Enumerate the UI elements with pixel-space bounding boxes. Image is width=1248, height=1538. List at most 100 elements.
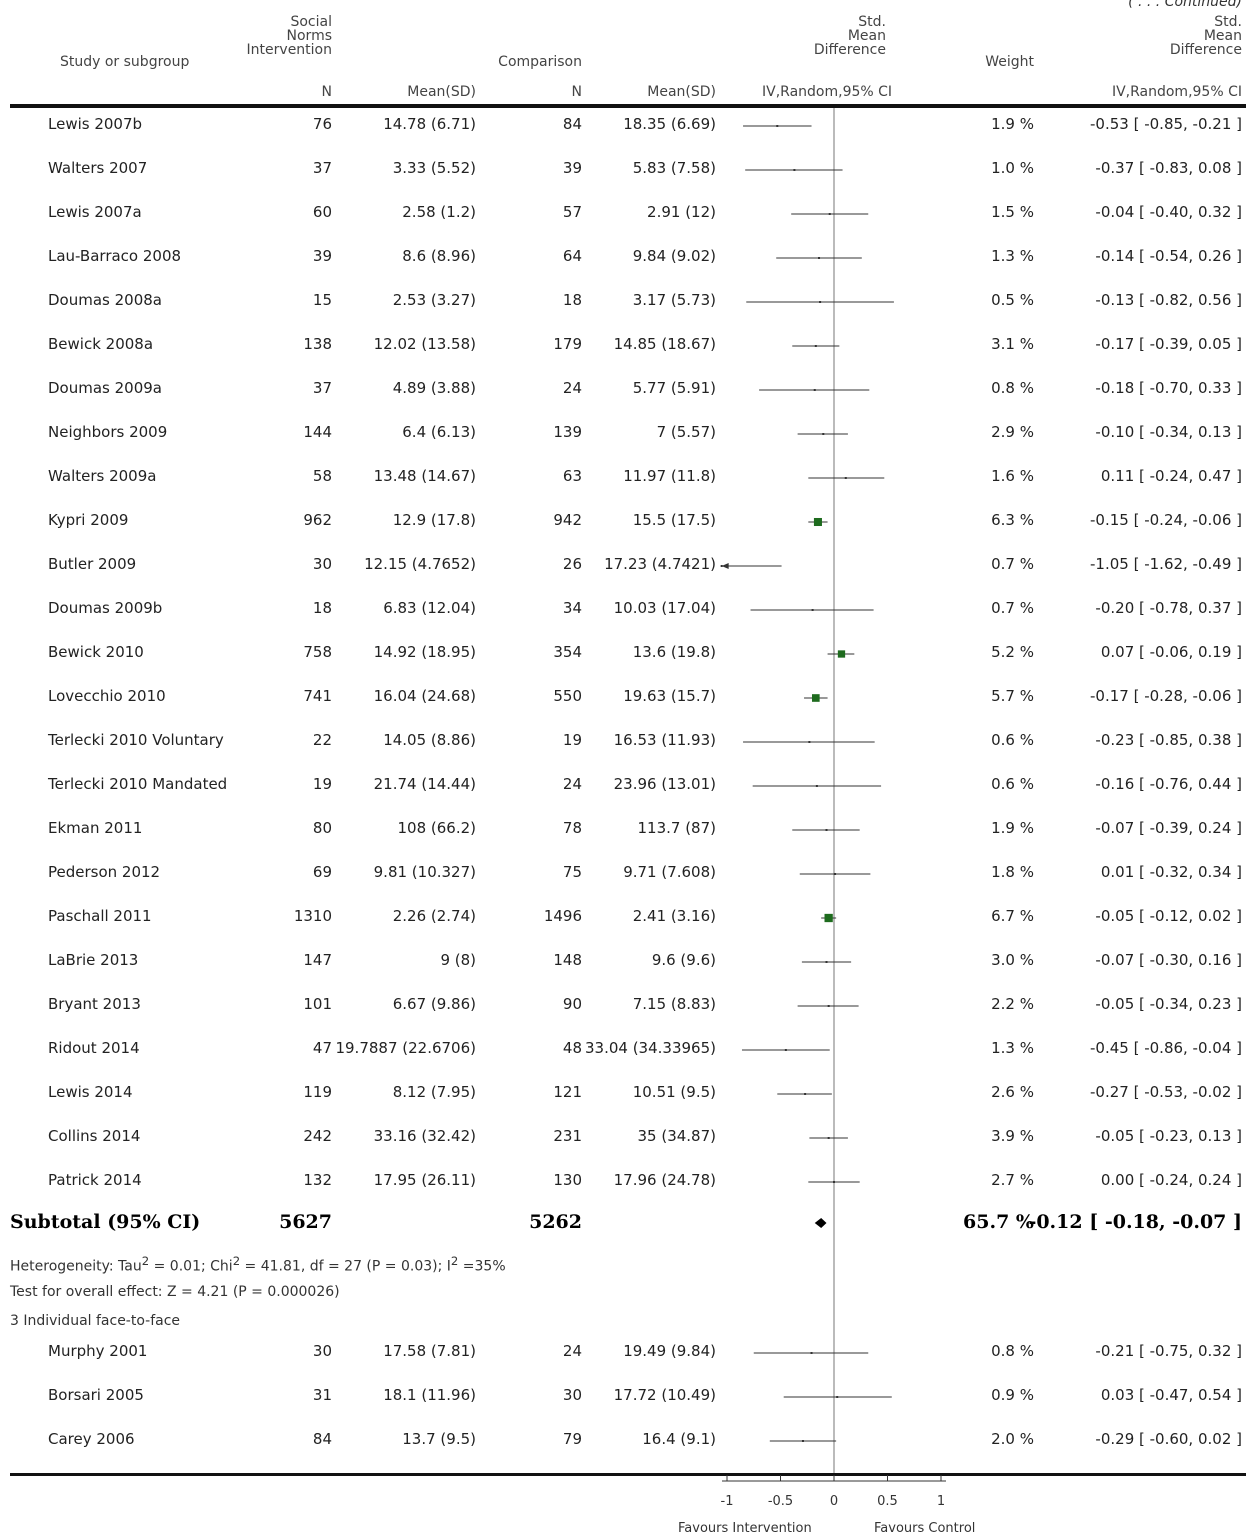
intervention-n: 76 [312,115,332,133]
intervention-mean-sd: 6.83 (12.04) [383,599,476,617]
study-name: Butler 2009 [48,555,137,573]
intervention-n: 144 [303,423,332,441]
study-weight: 6.7 % [991,907,1034,925]
intervention-mean-sd: 4.89 (3.88) [392,379,476,397]
study-name: Paschall 2011 [48,907,152,925]
study-weight: 3.1 % [991,335,1034,353]
comparison-n: 48 [562,1039,582,1057]
study-ci: -0.05 [ -0.12, 0.02 ] [1095,907,1242,925]
header-smd-1: Std. [858,14,886,30]
effect-marker [813,389,816,391]
favours-control-label: Favours Control [874,1521,976,1536]
continued-note: ( . . . Continued) [1128,0,1242,10]
study-weight: 0.8 % [991,1342,1034,1360]
comparison-mean-sd: 14.85 (18.67) [613,335,716,353]
group3-label: 3 Individual face-to-face [10,1313,181,1329]
footer-rule [10,1473,1246,1476]
study-weight: 1.9 % [991,819,1034,837]
subtotal-ci: -0.12 [ -0.18, -0.07 ] [1028,1211,1242,1233]
study-ci: 0.11 [ -0.24, 0.47 ] [1100,467,1242,485]
study-weight: 3.0 % [991,951,1034,969]
intervention-n: 132 [303,1171,332,1189]
study-ci: -0.17 [ -0.28, -0.06 ] [1090,687,1242,705]
intervention-mean-sd: 16.04 (24.68) [373,687,476,705]
intervention-mean-sd: 9.81 (10.327) [373,863,476,881]
comparison-n: 19 [562,731,582,749]
study-name: Collins 2014 [48,1127,141,1145]
header-method2: IV,Random,95% CI [1111,84,1242,100]
header-smd2-3: Difference [1169,42,1242,58]
study-name: Doumas 2009b [48,599,163,617]
comparison-n: 26 [562,555,582,573]
header-si-3: Intervention [246,42,332,58]
header-comparison: Comparison [498,54,582,70]
study-ci: -0.21 [ -0.75, 0.32 ] [1095,1342,1242,1360]
x-tick-label: -0.5 [767,1494,794,1509]
study-ci: -0.07 [ -0.39, 0.24 ] [1095,819,1242,837]
intervention-mean-sd: 14.78 (6.71) [383,115,476,133]
study-weight: 0.8 % [991,379,1034,397]
study-name: Carey 2006 [48,1430,135,1448]
intervention-mean-sd: 8.6 (8.96) [402,247,476,265]
study-name: Ekman 2011 [48,819,143,837]
effect-marker [834,873,837,875]
effect-marker [824,913,833,923]
comparison-mean-sd: 13.6 (19.8) [632,643,716,661]
intervention-n: 741 [303,687,332,705]
intervention-n: 15 [312,291,332,309]
intervention-n: 31 [312,1386,332,1404]
effect-marker [804,1093,807,1095]
intervention-mean-sd: 17.58 (7.81) [383,1342,476,1360]
intervention-n: 147 [303,951,332,969]
intervention-n: 80 [312,819,332,837]
comparison-mean-sd: 16.4 (9.1) [642,1430,716,1448]
header-n2: N [571,84,582,100]
heterogeneity-text: Heterogeneity: Tau2 = 0.01; Chi2 = 41.81… [10,1254,506,1275]
comparison-mean-sd: 23.96 (13.01) [613,775,716,793]
comparison-n: 130 [553,1171,582,1189]
study-name: Doumas 2009a [48,379,162,397]
comparison-mean-sd: 10.51 (9.5) [632,1083,716,1101]
effect-marker [822,433,825,435]
header-method: IV,Random,95% CI [762,84,893,100]
study-weight: 2.0 % [991,1430,1034,1448]
study-ci: -0.17 [ -0.39, 0.05 ] [1095,335,1242,353]
study-ci: -0.05 [ -0.23, 0.13 ] [1095,1127,1242,1145]
study-name: Walters 2007 [48,159,148,177]
effect-marker [836,1396,839,1398]
comparison-n: 57 [562,203,582,221]
intervention-mean-sd: 9 (8) [440,951,476,969]
intervention-n: 30 [312,555,332,573]
comparison-mean-sd: 113.7 (87) [637,819,716,837]
study-ci: -0.23 [ -0.85, 0.38 ] [1095,731,1242,749]
intervention-mean-sd: 12.02 (13.58) [373,335,476,353]
header-smd2-2: Mean [1203,28,1242,44]
comparison-mean-sd: 9.6 (9.6) [651,951,716,969]
study-weight: 1.6 % [991,467,1034,485]
comparison-mean-sd: 19.49 (9.84) [623,1342,716,1360]
intervention-mean-sd: 19.7887 (22.6706) [335,1039,476,1057]
study-weight: 1.5 % [991,203,1034,221]
effect-marker [833,1181,835,1183]
header-smd2-1: Std. [1214,14,1242,30]
study-weight: 1.9 % [991,115,1034,133]
study-ci: -0.18 [ -0.70, 0.33 ] [1095,379,1242,397]
intervention-n: 60 [312,203,332,221]
header-study: Study or subgroup [60,54,190,70]
intervention-n: 962 [303,511,332,529]
study-ci: -0.16 [ -0.76, 0.44 ] [1095,775,1242,793]
study-ci: -0.14 [ -0.54, 0.26 ] [1095,247,1242,265]
comparison-mean-sd: 3.17 (5.73) [632,291,716,309]
effect-marker [827,1137,830,1139]
study-weight: 1.0 % [991,159,1034,177]
comparison-n: 79 [562,1430,582,1448]
intervention-n: 101 [303,995,332,1013]
intervention-n: 30 [312,1342,332,1360]
study-name: Borsari 2005 [48,1386,144,1404]
study-name: Patrick 2014 [48,1171,142,1189]
header-si-2: Norms [286,28,332,44]
header-mean2: Mean(SD) [647,84,716,100]
study-ci: -0.04 [ -0.40, 0.32 ] [1095,203,1242,221]
intervention-mean-sd: 13.48 (14.67) [373,467,476,485]
intervention-n: 1310 [293,907,332,925]
